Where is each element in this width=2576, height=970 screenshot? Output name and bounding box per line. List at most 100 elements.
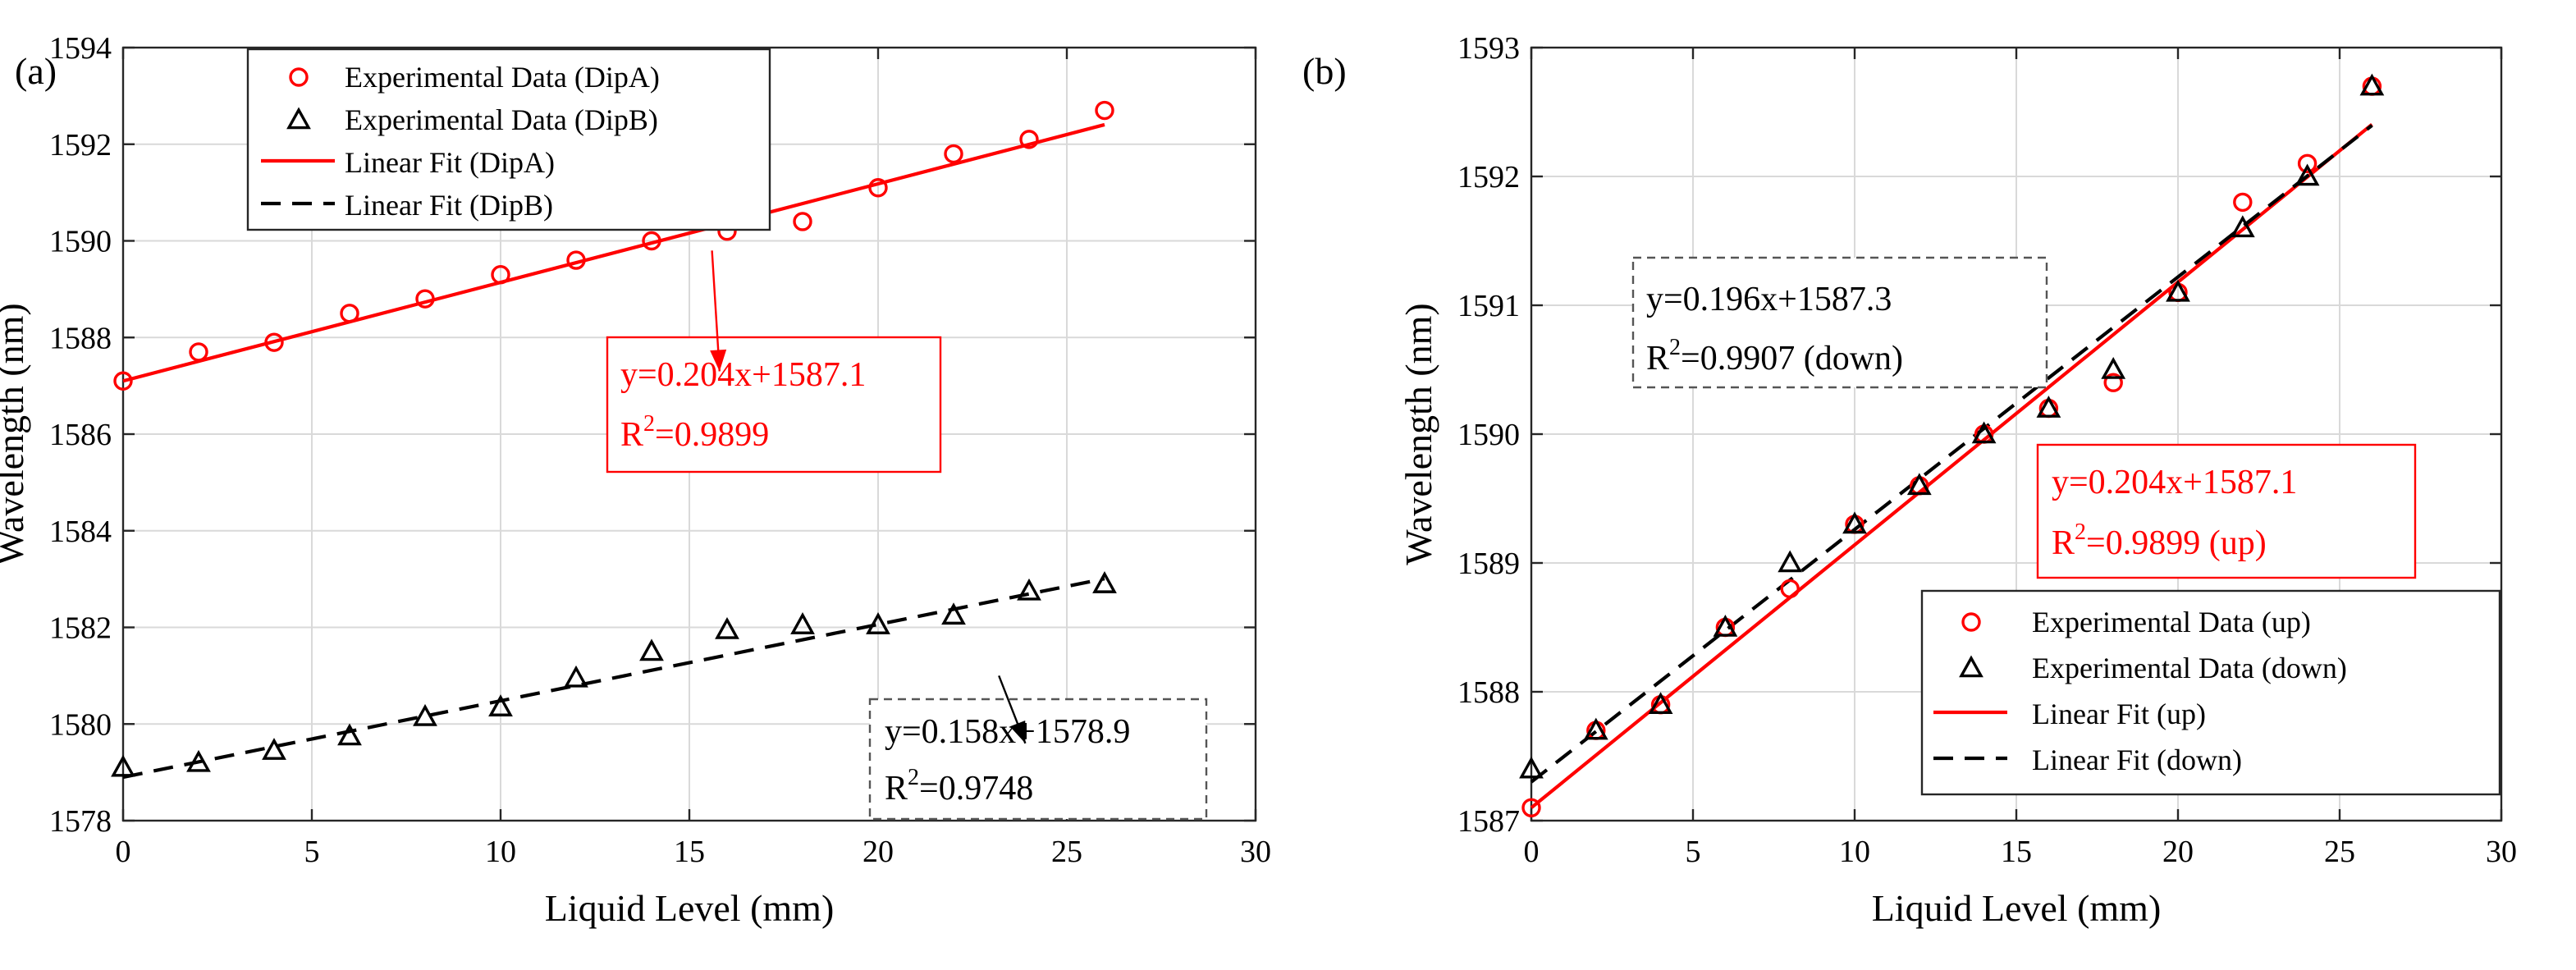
data-point: [1713, 614, 1738, 637]
annotation-frame: [868, 698, 1208, 821]
x-tick-label: 15: [2001, 835, 2032, 869]
annotation-equation: y=0.204x+1587.1: [2052, 464, 2297, 501]
x-axis-label: Liquid Level (mm): [1872, 887, 2162, 929]
data-point: [2297, 153, 2317, 174]
superscript-2: 2: [1669, 335, 1681, 360]
annotation-equation: y=0.204x+1587.1: [620, 356, 866, 394]
legend-frame: [1920, 589, 2501, 796]
data-point: [413, 703, 437, 726]
legend-label: Experimental Data (DipA): [345, 61, 660, 94]
annotation-box-0: y=0.204x+1587.1 R2=0.9899: [606, 250, 942, 474]
annotation-frame: [606, 336, 942, 474]
r-symbol: R: [1646, 340, 1669, 377]
data-point: [264, 332, 284, 352]
data-point: [2359, 73, 2385, 96]
annotation-arrow-head: [710, 349, 727, 372]
fit-line-3: [122, 577, 1105, 780]
legend-item: Experimental Data (up): [1961, 606, 2311, 638]
legend-label: Linear Fit (up): [2032, 698, 2206, 730]
data-point: [941, 602, 966, 625]
data-point: [189, 342, 208, 362]
legend-item: Linear Fit (DipB): [261, 189, 553, 222]
y-tick-label: 1587: [1457, 804, 1520, 839]
panel-label: (b): [1302, 50, 1347, 92]
data-point: [639, 638, 664, 661]
data-point: [790, 612, 815, 634]
data-point: [2166, 279, 2190, 302]
fit-line-2: [1530, 122, 2373, 809]
x-tick-label: 5: [1686, 835, 1701, 869]
annotation-equation: y=0.158x+1578.9: [885, 713, 1130, 751]
x-tick-label: 30: [2486, 835, 2517, 869]
annotation-equation: y=0.196x+1587.3: [1646, 281, 1892, 318]
r-symbol: R: [620, 416, 643, 454]
data-point: [488, 694, 513, 716]
superscript-2: 2: [643, 411, 655, 437]
x-tick-label: 25: [1051, 835, 1082, 869]
y-tick-label: 1593: [1457, 31, 1520, 66]
data-point: [1780, 579, 1800, 599]
y-tick-label: 1594: [49, 31, 112, 66]
annotation-box-1: y=0.158x+1578.9 R2=0.9748: [868, 675, 1208, 821]
data-point: [1583, 717, 1608, 740]
y-tick-label: 1590: [1457, 418, 1520, 452]
data-point: [2230, 215, 2255, 238]
data-point: [642, 231, 661, 251]
legend-item: Experimental Data (DipB): [286, 103, 658, 136]
legend-marker: [286, 107, 311, 130]
legend-marker: [289, 67, 309, 87]
annotation-frame: [2036, 443, 2417, 579]
legend-item: Linear Fit (down): [1933, 744, 2242, 776]
panel-label: (a): [15, 50, 57, 92]
y-tick-label: 1584: [49, 515, 112, 549]
data-point: [715, 616, 739, 639]
data-point: [1906, 473, 1932, 496]
data-point: [1648, 692, 1673, 714]
data-point: [1095, 100, 1114, 121]
x-axis-label: Liquid Level (mm): [545, 887, 835, 929]
x-tick-label: 30: [1240, 835, 1271, 869]
data-point: [1842, 511, 1867, 534]
legend-marker: [1961, 612, 1981, 632]
legend-label: Experimental Data (DipB): [345, 103, 658, 136]
data-point: [2103, 373, 2123, 392]
annotation-r2: R2=0.9907 (down): [1646, 335, 1903, 377]
y-tick-label: 1580: [49, 707, 112, 742]
legend-frame: [246, 48, 771, 231]
data-point: [186, 749, 211, 772]
data-point: [340, 304, 359, 323]
legend: Experimental Data (up) Experimental Data …: [1920, 589, 2501, 796]
data-point: [566, 250, 586, 270]
y-axis-label: Wavelength (nm): [1398, 303, 1439, 565]
data-point: [866, 612, 890, 634]
data-point: [2295, 163, 2320, 186]
data-point: [1092, 571, 1117, 593]
data-point: [1778, 550, 1803, 573]
data-point: [944, 144, 963, 164]
x-tick-label: 20: [862, 835, 894, 869]
annotation-arrow-head: [1009, 720, 1026, 744]
data-point: [1521, 798, 1541, 817]
fit-line-2: [122, 122, 1105, 383]
r2-value: =0.9748: [919, 770, 1033, 808]
x-tick-label: 10: [1839, 835, 1870, 869]
annotation-frame: [1631, 256, 2048, 389]
legend-item: Experimental Data (down): [1959, 652, 2347, 684]
legend-marker: [1959, 655, 1983, 678]
r-symbol: R: [885, 770, 908, 808]
data-point: [1017, 578, 1041, 601]
data-point: [415, 289, 435, 309]
annotation-box-0: y=0.196x+1587.3 R2=0.9907 (down): [1631, 256, 2048, 389]
x-tick-label: 25: [2324, 835, 2355, 869]
data-point: [111, 754, 135, 777]
data-point: [1519, 756, 1544, 779]
annotation-r2: R2=0.9748: [885, 765, 1033, 808]
x-tick-label: 10: [485, 835, 516, 869]
data-point: [113, 371, 133, 391]
legend-label: Linear Fit (down): [2032, 744, 2242, 776]
data-point: [868, 178, 888, 198]
y-tick-label: 1588: [49, 321, 112, 355]
legend-item: Linear Fit (DipA): [261, 146, 555, 179]
y-tick-label: 1591: [1457, 289, 1520, 323]
